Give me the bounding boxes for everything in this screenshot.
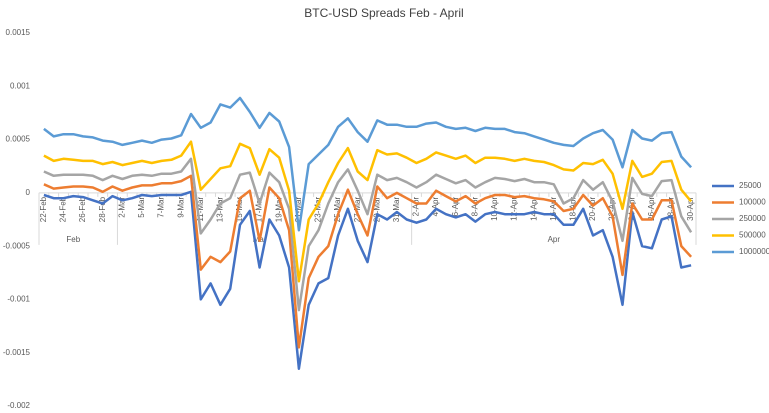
- legend-label: 100000: [739, 198, 766, 207]
- x-tick-label: 26-Feb: [78, 196, 87, 222]
- legend-label: 500000: [739, 231, 766, 240]
- x-tick-label: 13-Mar: [216, 197, 225, 223]
- series-line: [43, 174, 693, 349]
- x-tick-label: 9-Mar: [176, 197, 185, 218]
- y-tick-label: 0.0005: [6, 135, 31, 144]
- legend-label: 25000: [739, 181, 762, 190]
- y-tick-label: -0.002: [7, 401, 30, 410]
- series-line: [43, 157, 693, 312]
- x-tick-label: 22-Feb: [39, 196, 48, 222]
- y-tick-label: 0.001: [10, 81, 31, 90]
- x-tick-label: 20-Apr: [588, 197, 597, 221]
- series-line: [43, 190, 692, 370]
- x-tick-label: 28-Apr: [667, 197, 676, 221]
- x-tick-label: 27-Mar: [353, 197, 362, 223]
- x-tick-label: 21-Mar: [294, 197, 303, 223]
- y-tick-label: -0.0005: [3, 241, 31, 250]
- y-tick-label: 0: [26, 188, 31, 197]
- x-tick-label: 24-Feb: [59, 196, 68, 222]
- y-tick-label: 0.0015: [6, 28, 31, 37]
- x-tick-label: 31-Mar: [392, 197, 401, 223]
- x-tick-label: 4-Apr: [431, 197, 440, 217]
- x-tick-label: 14-Apr: [529, 197, 538, 221]
- x-tick-label: 16-Apr: [549, 197, 558, 221]
- x-tick-label: 11-Mar: [196, 197, 205, 222]
- x-tick-label: 23-Mar: [314, 197, 323, 223]
- x-tick-label: 15-Mar: [235, 197, 244, 223]
- x-tick-label: 8-Apr: [470, 197, 479, 217]
- x-tick-label: 17-Mar: [255, 197, 264, 223]
- y-tick-label: -0.0015: [3, 348, 31, 357]
- x-group-label: Apr: [548, 235, 561, 244]
- legend-label: 250000: [739, 214, 766, 223]
- x-tick-label: 5-Mar: [137, 197, 146, 218]
- x-tick-label: 10-Apr: [490, 197, 499, 221]
- x-tick-label: 30-Apr: [686, 197, 695, 221]
- x-tick-label: 19-Mar: [274, 197, 283, 223]
- x-tick-label: 28-Feb: [98, 196, 107, 222]
- y-tick-label: -0.001: [7, 295, 30, 304]
- chart-title: BTC-USD Spreads Feb - April: [304, 6, 463, 20]
- x-tick-label: 26-Apr: [647, 197, 656, 221]
- x-tick-label: 6-Apr: [451, 197, 460, 217]
- x-tick-label: 25-Mar: [333, 197, 342, 223]
- x-tick-label: 22-Apr: [608, 197, 617, 221]
- x-tick-label: 2-Apr: [412, 197, 421, 217]
- x-tick-label: 12-Apr: [510, 197, 519, 221]
- x-tick-label: 29-Mar: [372, 197, 381, 223]
- series-line: [43, 96, 693, 232]
- x-group-label: Feb: [66, 235, 80, 244]
- legend-label: 1000000: [739, 247, 769, 256]
- x-tick-label: 2-Mar: [117, 197, 126, 218]
- x-tick-label: 7-Mar: [157, 197, 166, 218]
- series-line: [43, 140, 693, 283]
